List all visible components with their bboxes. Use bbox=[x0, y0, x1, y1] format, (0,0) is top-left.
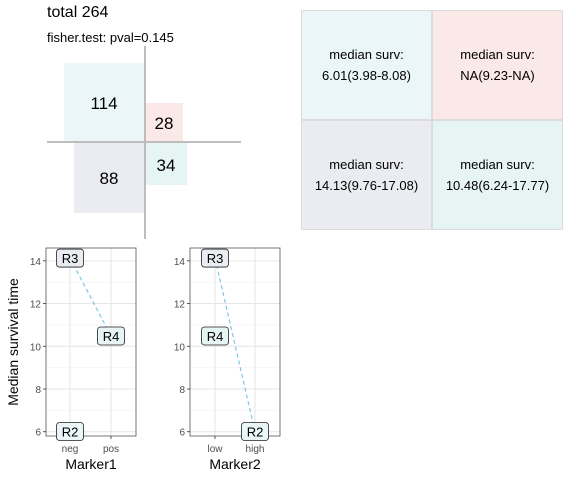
median-cell-label: median surv: bbox=[460, 47, 535, 62]
panel-border bbox=[45, 247, 137, 437]
x-tick-label: pos bbox=[103, 444, 119, 455]
x-axis-title: Marker2 bbox=[209, 456, 261, 472]
y-tick-label: 8 bbox=[35, 385, 41, 396]
y-tick-label: 6 bbox=[179, 428, 185, 439]
x-tick-label: low bbox=[207, 444, 223, 455]
region-label: R4 bbox=[207, 329, 224, 344]
median-cell-label: median surv: bbox=[460, 157, 535, 172]
region-label: R3 bbox=[207, 251, 224, 266]
panel-border bbox=[189, 247, 281, 437]
y-tick-label: 12 bbox=[174, 300, 186, 311]
y-tick-label: 10 bbox=[30, 342, 42, 353]
median-cell-top-left: median surv: 6.01(3.98-8.08) bbox=[301, 10, 432, 120]
median-cell-label: median surv: bbox=[329, 47, 404, 62]
median-segment bbox=[214, 257, 256, 432]
y-tick-label: 6 bbox=[35, 428, 41, 439]
x-tick-label: neg bbox=[62, 444, 79, 455]
median-segment bbox=[69, 257, 112, 337]
quadrant-bottom-right bbox=[145, 142, 187, 185]
region-label-box bbox=[97, 326, 125, 346]
median-cell-value: 14.13(9.76-17.08) bbox=[314, 178, 419, 193]
x-axis-title: Marker1 bbox=[65, 456, 117, 472]
region-label: R4 bbox=[103, 329, 120, 344]
median-cell-value: 10.48(6.24-17.77) bbox=[445, 178, 550, 193]
median-cell-label: median surv: bbox=[329, 157, 404, 172]
quadrant-bottom-right-count: 34 bbox=[156, 156, 176, 175]
median-cell-top-right: median surv: NA(9.23-NA) bbox=[432, 10, 563, 120]
region-label: R2 bbox=[62, 425, 79, 440]
y-tick-label: 12 bbox=[30, 300, 42, 311]
y-axis-title-group: Median survival time bbox=[5, 278, 21, 406]
median-cell-value: NA(9.23-NA) bbox=[460, 68, 535, 83]
y-axis-title: Median survival time bbox=[5, 278, 21, 406]
region-label: R2 bbox=[247, 425, 264, 440]
median-cell-bottom-left: median surv: 14.13(9.76-17.08) bbox=[301, 120, 432, 230]
quadrant-bottom-left bbox=[74, 142, 145, 213]
y-tick-label: 8 bbox=[179, 385, 185, 396]
quadrant-horizontal-axis bbox=[47, 141, 241, 143]
y-tick-label: 14 bbox=[30, 257, 42, 268]
region-label: R3 bbox=[62, 251, 79, 266]
median-cell-value: 6.01(3.98-8.08) bbox=[322, 68, 411, 83]
fisher-test-subtitle: fisher.test: pval=0.145 bbox=[47, 30, 174, 45]
region-label-box bbox=[56, 248, 84, 268]
region-label-box bbox=[201, 326, 229, 346]
quadrant-top-left bbox=[64, 63, 145, 142]
y-tick-label: 10 bbox=[174, 342, 186, 353]
x-tick-label: high bbox=[246, 444, 265, 455]
quadrant-top-left-count: 114 bbox=[90, 94, 118, 113]
y-tick-label: 14 bbox=[174, 257, 186, 268]
region-label-box bbox=[201, 248, 229, 268]
region-label-box bbox=[56, 422, 84, 441]
region-label-box bbox=[241, 422, 269, 441]
quadrant-top-right-count: 28 bbox=[154, 114, 174, 133]
median-cell-bottom-right: median surv: 10.48(6.24-17.77) bbox=[432, 120, 563, 230]
quadrant-top-right bbox=[145, 103, 183, 142]
chart-title: total 264 bbox=[47, 4, 109, 21]
quadrant-bottom-left-count: 88 bbox=[99, 169, 119, 188]
